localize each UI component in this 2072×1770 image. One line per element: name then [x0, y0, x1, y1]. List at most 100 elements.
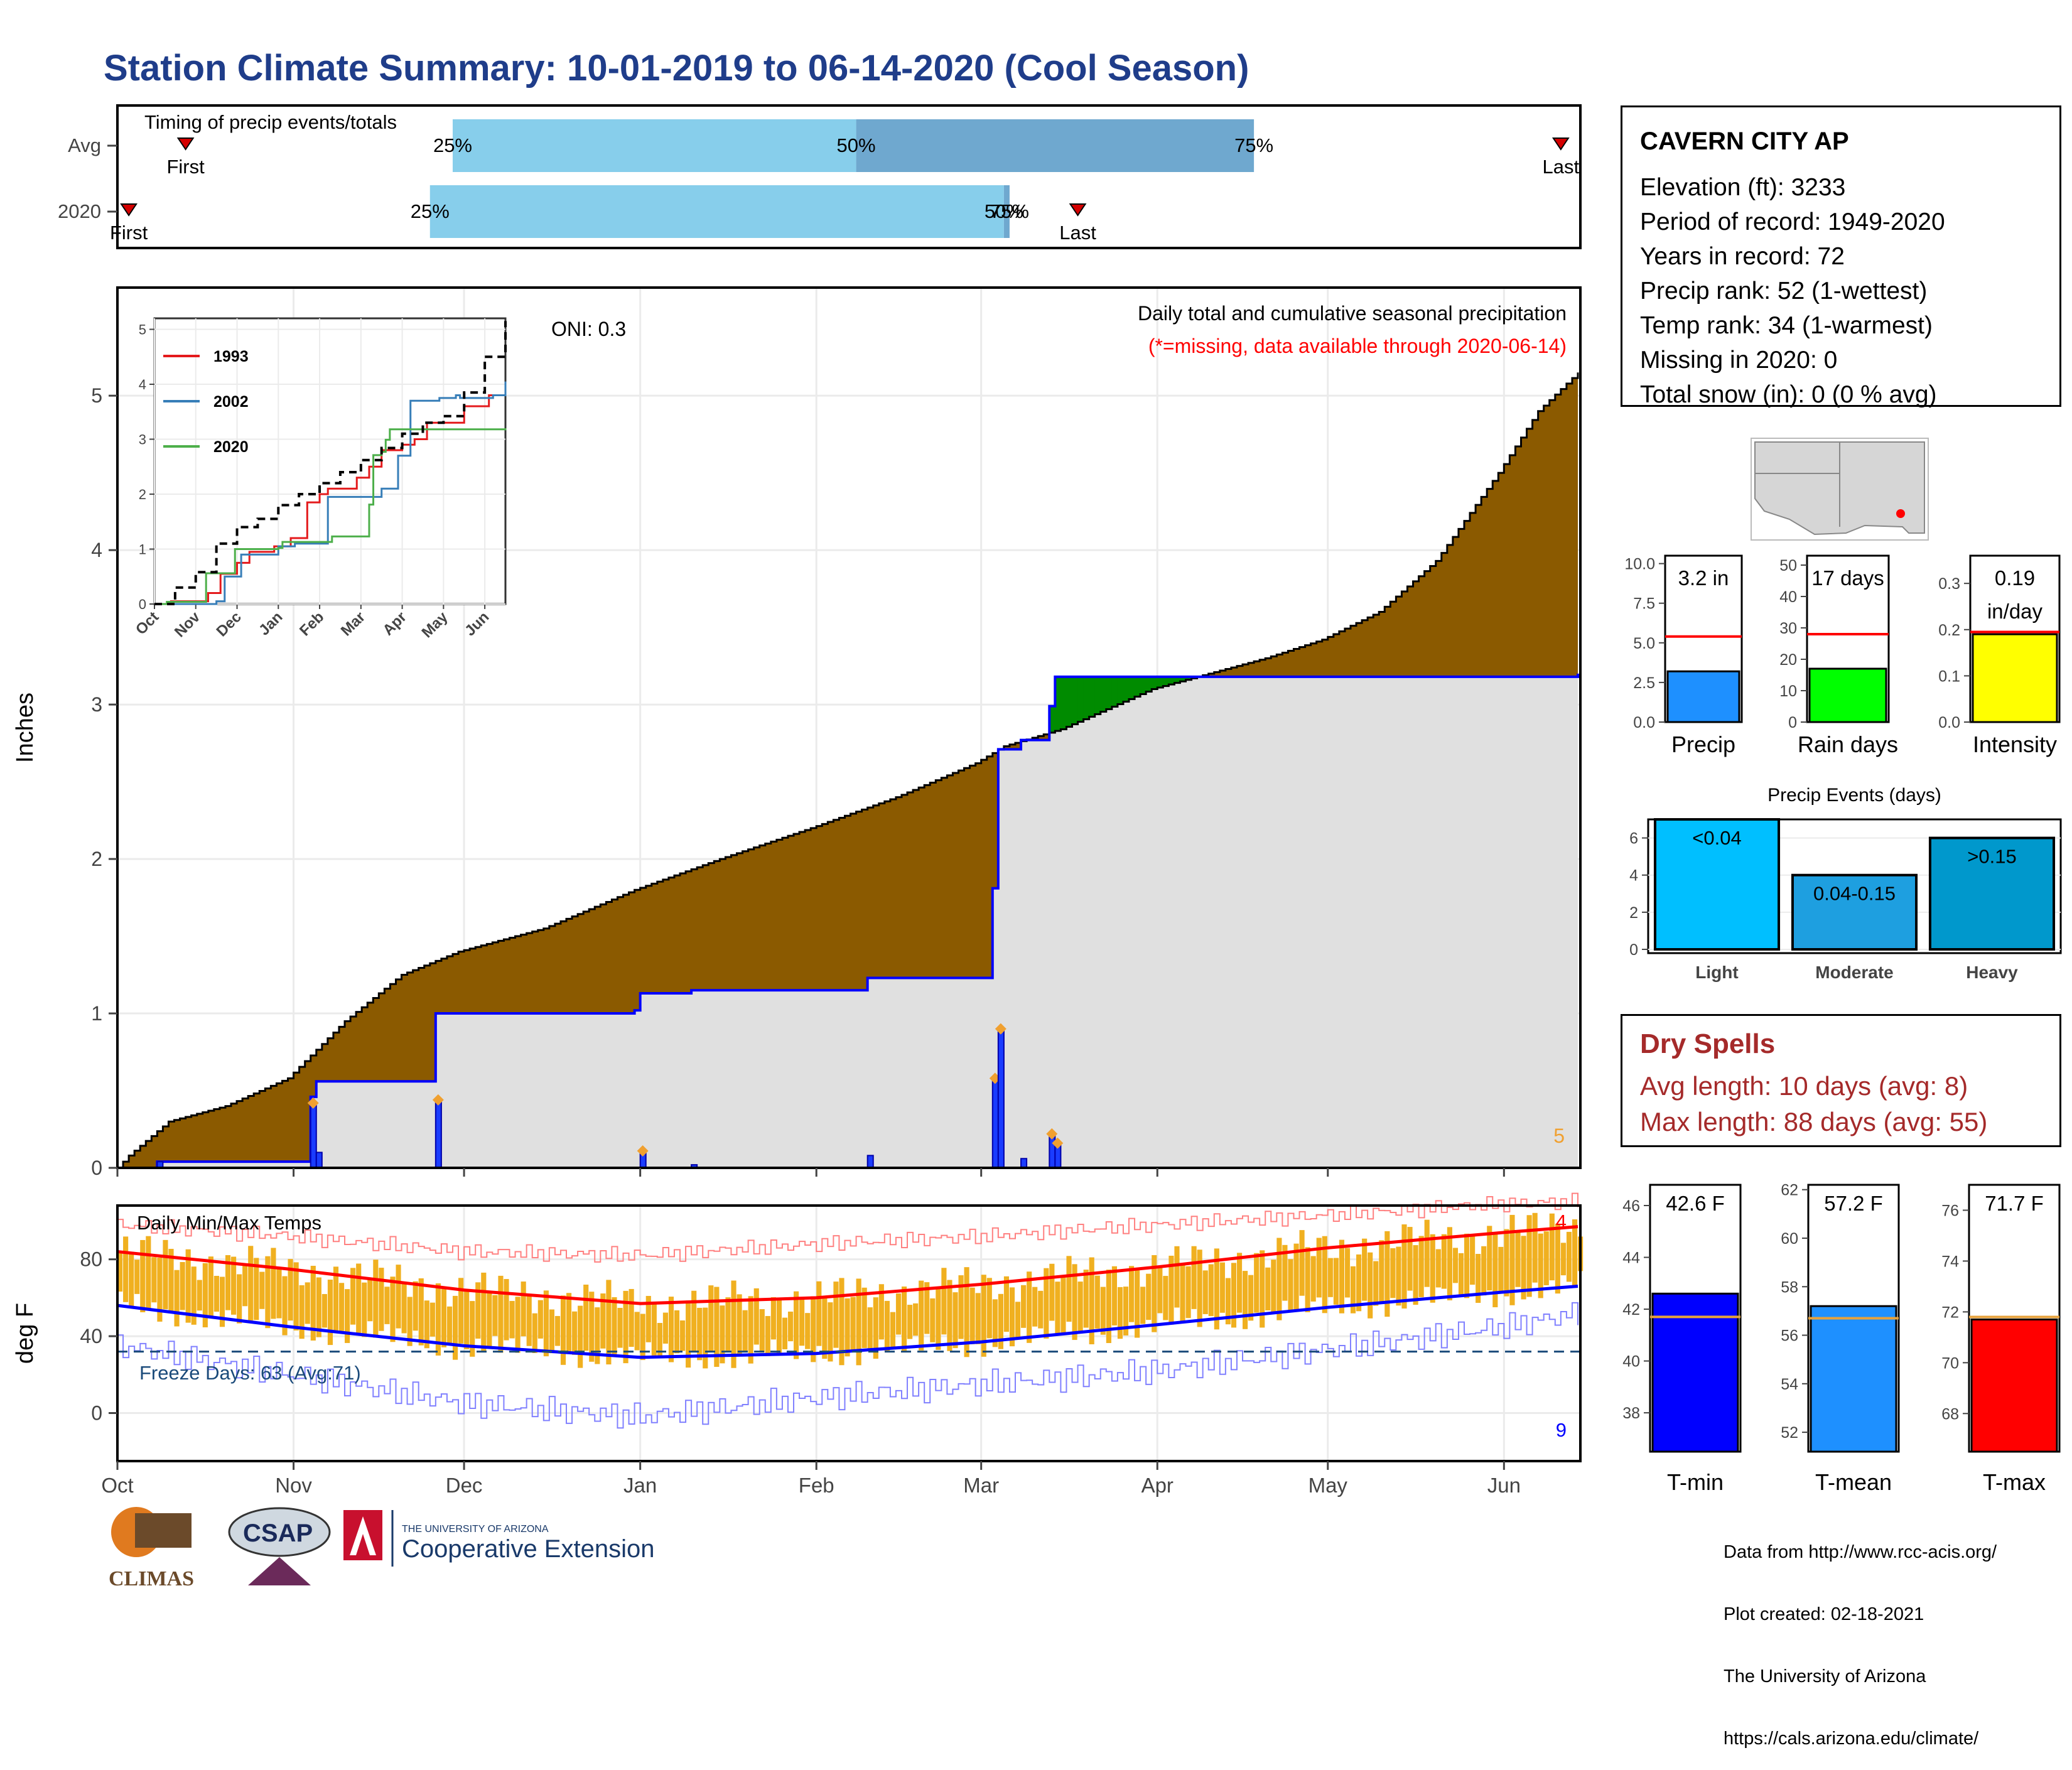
temps-daily-bar — [413, 1282, 418, 1331]
temps-title: Daily Min/Max Temps — [137, 1212, 321, 1234]
temps-daily-bar — [754, 1288, 759, 1345]
temps-daily-bar — [328, 1280, 333, 1345]
station-location-dot — [1896, 509, 1905, 518]
temps-daily-bar — [197, 1280, 202, 1311]
precip-surplus-area — [1101, 677, 1107, 712]
temps-daily-bar — [453, 1296, 458, 1360]
dry-spells-max: Max length: 88 days (avg: 55) — [1640, 1107, 1987, 1137]
temps-ylabel: deg F — [12, 1303, 38, 1364]
temps-daily-bar — [1481, 1246, 1486, 1295]
precip-gauge-ytick-label: 5.0 — [1633, 635, 1655, 652]
temps-daily-bar — [214, 1276, 219, 1312]
precip-gauge-value-unit: in/day — [1987, 600, 2043, 623]
precip-gauge-ytick-label: 0.2 — [1938, 622, 1960, 639]
precip-surplus-area — [1072, 677, 1078, 725]
temps-daily-bar — [146, 1236, 151, 1309]
temps-daily-bar — [458, 1278, 463, 1344]
temps-daily-bar — [390, 1276, 395, 1342]
temps-daily-bar — [1334, 1258, 1339, 1304]
temps-daily-bar — [1265, 1268, 1270, 1310]
station-precip-rank: Precip rank: 52 (1-wettest) — [1640, 278, 1927, 305]
temps-daily-bar — [538, 1300, 543, 1339]
ua-logo-big-text: Cooperative Extension — [402, 1535, 654, 1563]
temp-gauge-label: T-mean — [1815, 1469, 1892, 1495]
temps-daily-bar — [1470, 1235, 1475, 1285]
temps-daily-bar — [777, 1298, 782, 1356]
timing-2020-first-label: First — [110, 222, 148, 244]
events-title: Precip Events (days) — [1767, 785, 1941, 806]
temps-daily-bar — [1527, 1215, 1532, 1297]
temps-daily-bar — [1260, 1250, 1265, 1327]
temps-daily-bar — [680, 1320, 685, 1351]
temps-daily-bar — [373, 1260, 378, 1337]
temps-daily-bar — [521, 1282, 526, 1336]
temps-daily-bar — [799, 1299, 804, 1346]
temp-gauge-ytick-label: 52 — [1781, 1424, 1798, 1442]
temps-daily-bar — [1436, 1249, 1441, 1288]
temp-gauge-label: T-min — [1667, 1469, 1724, 1495]
temps-daily-bar — [947, 1280, 952, 1351]
temp-gauge-ytick-label: 58 — [1781, 1278, 1798, 1296]
logos-strip: CLIMAS CSAP THE UNIVERSITY OF ARIZONA Co… — [104, 1497, 731, 1601]
precip-daily-bar — [868, 1155, 873, 1168]
temps-daily-bar — [299, 1285, 305, 1339]
temps-daily-bar — [163, 1240, 168, 1309]
temps-daily-bar — [294, 1262, 299, 1330]
temps-daily-bar — [271, 1248, 276, 1319]
temps-daily-bar — [1487, 1226, 1492, 1290]
temp-gauge-ytick-label: 62 — [1781, 1182, 1798, 1199]
temps-daily-bar — [430, 1303, 435, 1337]
temps-daily-bar — [1459, 1253, 1464, 1295]
temps-daily-bar — [703, 1308, 708, 1369]
temps-daily-bar — [1186, 1266, 1191, 1318]
inset-frame — [154, 318, 505, 604]
temps-xtick-label: Nov — [275, 1474, 312, 1497]
temps-daily-bar — [1112, 1266, 1117, 1325]
temp-gauge-bar — [1972, 1320, 2057, 1452]
temps-daily-bar — [339, 1283, 344, 1331]
timing-avg-bar-25-50 — [453, 119, 856, 172]
temps-daily-bar — [441, 1288, 446, 1347]
precip-gauge-ytick-label: 20 — [1779, 651, 1797, 669]
temps-daily-bar — [919, 1281, 924, 1351]
timing-2020-last-label: Last — [1059, 222, 1096, 244]
credit-line-2: Plot created: 02-18-2021 — [1724, 1604, 1997, 1625]
temps-daily-bar — [481, 1273, 486, 1352]
temps-daily-bar — [1055, 1282, 1060, 1333]
temps-daily-bar — [1174, 1246, 1179, 1308]
temps-daily-bar — [1430, 1234, 1435, 1303]
precip-surplus-area — [1118, 677, 1124, 704]
precip-surplus-area — [1106, 677, 1113, 710]
credit-line-1: Data from http://www.rcc-acis.org/ — [1724, 1542, 1997, 1563]
temps-daily-bar — [515, 1297, 521, 1352]
events-bar-label: <0.04 — [1692, 827, 1741, 849]
precip-gauge-ytick-label: 0 — [1788, 714, 1797, 731]
temp-gauge-value: 71.7 F — [1985, 1192, 2044, 1215]
temps-daily-bar — [629, 1289, 634, 1347]
temps-daily-bar — [583, 1285, 588, 1351]
temps-daily-bar — [1276, 1238, 1282, 1320]
precip-ytick-label: 0 — [91, 1157, 102, 1179]
events-ytick-label: 4 — [1629, 867, 1638, 885]
temps-daily-bar — [941, 1268, 946, 1334]
dry-spells-box: Dry Spells Avg length: 10 days (avg: 8) … — [1621, 1014, 2061, 1147]
temps-daily-bar — [305, 1282, 310, 1324]
temps-daily-bar — [1101, 1287, 1106, 1335]
temp-gauge-ytick-label: 70 — [1941, 1354, 1959, 1372]
precip-surplus-area — [1095, 677, 1101, 715]
credits: Data from http://www.rcc-acis.org/ Plot … — [1724, 1501, 1997, 1770]
timing-avg-bar-50-75 — [856, 119, 1255, 172]
events-ytick-label: 0 — [1629, 941, 1638, 959]
temps-daily-bar — [242, 1265, 247, 1307]
events-bar-label: 0.04-0.15 — [1813, 883, 1896, 905]
temp-gauge-ytick-label: 68 — [1941, 1405, 1959, 1423]
temps-daily-bar — [1140, 1287, 1145, 1324]
precip-gauge-ytick-label: 0.3 — [1938, 575, 1960, 593]
temps-daily-bar — [1498, 1247, 1503, 1292]
temps-daily-bar — [1203, 1270, 1208, 1314]
temps-daily-bar — [1572, 1219, 1577, 1288]
temps-daily-bar — [851, 1297, 856, 1351]
locator-map — [1751, 438, 1929, 541]
temps-daily-bar — [356, 1263, 361, 1334]
temps-daily-bar — [1209, 1265, 1214, 1317]
